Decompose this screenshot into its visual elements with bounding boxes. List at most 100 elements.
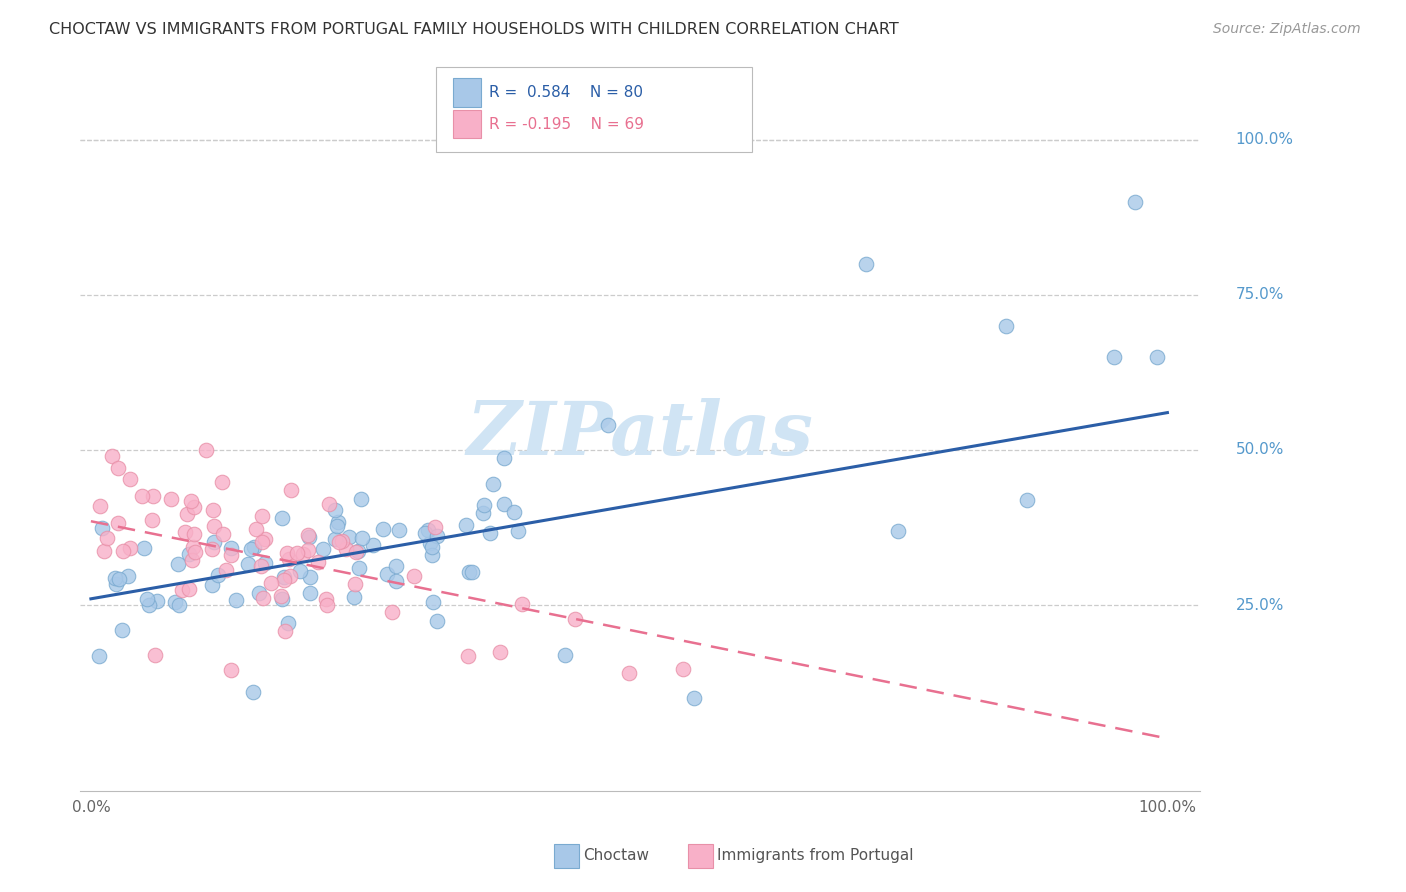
Point: [215, 563, 238, 577]
Point: [422, 540, 444, 554]
Point: [159, 491, 181, 506]
Point: [457, 648, 479, 663]
Point: [617, 666, 640, 681]
Point: [118, 541, 141, 555]
Text: 25.0%: 25.0%: [1236, 598, 1284, 613]
Point: [425, 520, 447, 534]
Point: [181, 541, 204, 555]
Point: [270, 589, 292, 603]
Point: [347, 544, 370, 558]
Point: [93, 544, 115, 558]
Point: [202, 535, 225, 549]
Point: [373, 522, 395, 536]
Point: [299, 570, 322, 584]
Point: [117, 569, 139, 583]
Point: [183, 500, 205, 515]
Point: [596, 417, 619, 432]
Point: [855, 257, 877, 271]
Point: [887, 524, 910, 538]
Point: [177, 582, 200, 596]
Point: [252, 509, 274, 524]
Point: [142, 489, 165, 503]
Point: [183, 526, 205, 541]
Text: 100.0%: 100.0%: [1236, 132, 1294, 147]
Point: [420, 548, 443, 562]
Point: [682, 691, 704, 706]
Point: [297, 527, 319, 541]
Point: [337, 530, 360, 544]
Point: [180, 494, 202, 508]
Point: [166, 558, 188, 572]
Point: [457, 566, 479, 580]
Point: [388, 523, 411, 537]
Point: [472, 498, 495, 512]
Point: [564, 612, 586, 626]
Point: [278, 569, 301, 583]
Point: [274, 624, 297, 639]
Text: R =  0.584    N = 80: R = 0.584 N = 80: [489, 85, 644, 100]
Point: [426, 614, 449, 628]
Text: Choctaw: Choctaw: [583, 848, 650, 863]
Point: [508, 524, 530, 538]
Text: Immigrants from Portugal: Immigrants from Portugal: [717, 848, 914, 863]
Point: [146, 594, 169, 608]
Point: [163, 595, 186, 609]
Point: [271, 591, 294, 606]
Point: [278, 551, 301, 566]
Point: [219, 548, 242, 562]
Point: [460, 566, 482, 580]
Point: [994, 318, 1017, 333]
Point: [492, 497, 515, 511]
Point: [238, 558, 260, 572]
Text: R = -0.195    N = 69: R = -0.195 N = 69: [489, 117, 644, 132]
Point: [422, 595, 444, 609]
Point: [323, 532, 346, 546]
Point: [343, 577, 366, 591]
Point: [132, 541, 155, 555]
Text: 75.0%: 75.0%: [1236, 287, 1284, 302]
Point: [554, 648, 576, 662]
Point: [249, 559, 271, 574]
Point: [259, 575, 281, 590]
Point: [225, 593, 247, 607]
Point: [343, 590, 366, 604]
Point: [202, 503, 225, 517]
Point: [1102, 350, 1125, 364]
Point: [502, 505, 524, 519]
Point: [489, 645, 512, 659]
Point: [254, 556, 277, 570]
Point: [201, 578, 224, 592]
Point: [492, 451, 515, 466]
Point: [105, 577, 128, 591]
Point: [312, 541, 335, 556]
Point: [179, 547, 201, 561]
Point: [426, 529, 449, 543]
Point: [104, 571, 127, 585]
Point: [1146, 350, 1168, 364]
Point: [184, 544, 207, 558]
Point: [361, 538, 384, 552]
Point: [471, 506, 494, 520]
Point: [273, 573, 295, 587]
Point: [89, 648, 111, 663]
Point: [413, 526, 436, 541]
Point: [138, 598, 160, 612]
Text: Source: ZipAtlas.com: Source: ZipAtlas.com: [1213, 22, 1361, 37]
Point: [323, 503, 346, 517]
Point: [247, 586, 270, 600]
Point: [270, 511, 292, 525]
Point: [136, 592, 159, 607]
Point: [1123, 194, 1146, 209]
Point: [299, 585, 322, 599]
Point: [482, 477, 505, 491]
Point: [112, 544, 135, 558]
Point: [315, 592, 337, 607]
Point: [107, 516, 129, 530]
Point: [252, 591, 274, 606]
Point: [219, 663, 242, 677]
Point: [328, 535, 350, 549]
Point: [419, 535, 441, 549]
Point: [478, 525, 501, 540]
Point: [291, 547, 314, 561]
Point: [173, 524, 195, 539]
